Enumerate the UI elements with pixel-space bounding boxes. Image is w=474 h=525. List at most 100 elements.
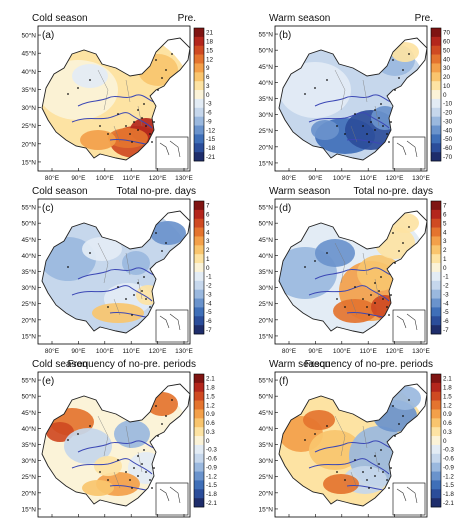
lat-tick-label: 55°N	[21, 204, 36, 212]
province-line	[362, 79, 368, 103]
station-dot	[89, 252, 91, 254]
contour-region	[80, 130, 116, 150]
station-dot	[362, 471, 364, 473]
colorbar-segment	[431, 134, 441, 144]
lat-tick-label: 50°N	[21, 220, 36, 228]
lon-tick-label: 90°E	[308, 174, 323, 182]
station-dot	[107, 306, 109, 308]
contour-region	[279, 62, 351, 118]
lat-tick-label: 45°N	[258, 63, 273, 71]
colorbar-segment	[194, 263, 204, 273]
country-border	[278, 37, 428, 161]
lat-tick-label: 50°N	[258, 47, 273, 55]
colorbar-segment	[431, 391, 441, 401]
colorbar-segment	[431, 201, 441, 211]
lat-tick-label: 15°N	[21, 505, 36, 513]
colorbar-tick-label: 1.5	[206, 393, 215, 400]
colorbar-tick-label: 1.5	[443, 393, 452, 400]
colorbar-segment	[194, 143, 204, 153]
inset-islands	[159, 140, 181, 158]
contour-region	[357, 255, 401, 291]
panel-variable-title: Pre.	[178, 13, 196, 24]
colorbar-segment	[194, 81, 204, 91]
station-dot	[149, 479, 151, 481]
station-dot	[131, 141, 133, 143]
lat-tick-label: 20°N	[21, 489, 36, 497]
station-dot	[390, 121, 392, 123]
river-line	[346, 312, 384, 318]
station-dot	[362, 298, 364, 300]
province-line	[113, 298, 121, 316]
colorbar-tick-label: 0.3	[443, 429, 452, 436]
province-line	[334, 415, 346, 457]
colorbar-segment	[194, 427, 204, 437]
colorbar-segment	[431, 382, 441, 393]
colorbar-tick-label: 0	[206, 92, 210, 99]
colorbar-tick-label: 1.8	[443, 385, 452, 392]
colorbar-segment	[194, 45, 204, 55]
contour-region	[72, 64, 108, 88]
lon-tick-label: 90°E	[71, 347, 86, 355]
station-dot	[368, 314, 370, 316]
contour-region	[42, 237, 96, 281]
panel-season-title: Warm season	[269, 13, 330, 24]
river-line	[109, 312, 147, 318]
contour-region	[64, 428, 112, 464]
lat-tick-label: 30°N	[21, 284, 36, 292]
station-dot	[141, 290, 143, 292]
map-panel-c: Cold season Total no-pre. days (c) 55°N 50°N…	[21, 186, 212, 355]
station-dot	[155, 405, 157, 407]
station-dot	[392, 405, 394, 407]
station-dot	[141, 117, 143, 119]
station-dot	[314, 87, 316, 89]
lat-tick-label: 20°N	[258, 489, 273, 497]
station-dot	[378, 463, 380, 465]
colorbar-tick-label: 0.9	[443, 411, 452, 418]
station-dot	[380, 103, 382, 105]
colorbar-segment	[431, 489, 441, 499]
contour-region	[315, 239, 355, 267]
colorbar-tick-label: -20	[443, 110, 453, 117]
colorbar-tick-label: 0	[443, 438, 447, 445]
colorbar-tick-label: 60	[443, 39, 451, 46]
colorbar-segment	[431, 90, 441, 100]
colorbar-segment	[194, 63, 204, 73]
lat-tick-label: 40°N	[21, 68, 36, 76]
colorbar-tick-label: -1.8	[206, 491, 217, 498]
colorbar-segment	[194, 218, 204, 228]
colorbar-segment	[194, 36, 204, 47]
colorbar-tick-label: 0.6	[443, 420, 452, 427]
colorbar-tick-label: 21	[206, 30, 214, 37]
lon-tick-label: 130°E	[412, 174, 430, 182]
colorbar-segment	[194, 391, 204, 401]
station-dot	[326, 252, 328, 254]
lon-tick-label: 120°E	[386, 174, 404, 182]
colorbar-segment	[431, 245, 441, 255]
lat-tick-label: 20°N	[21, 140, 36, 148]
colorbar-segment	[431, 471, 441, 481]
colorbar-segment	[431, 236, 441, 246]
panel-season-title: Cold season	[32, 359, 88, 370]
lat-tick-label: 20°N	[258, 143, 273, 151]
colorbar-tick-label: -7	[443, 327, 449, 334]
colorbar-tick-label: -1.8	[443, 491, 454, 498]
colorbar-segment	[194, 480, 204, 490]
province-line	[137, 278, 143, 300]
lat-tick-label: 45°N	[21, 50, 36, 58]
station-dot	[314, 433, 316, 435]
lat-tick-label: 35°N	[258, 95, 273, 103]
colorbar-segment	[431, 28, 441, 38]
colorbar-segment	[194, 453, 204, 463]
lat-tick-label: 15°N	[258, 505, 273, 513]
colorbar-tick-label: -7	[206, 327, 212, 334]
lat-tick-label: 25°N	[258, 473, 273, 481]
colorbar-tick-label: -0.9	[206, 464, 217, 471]
colorbar-tick-label: -3	[206, 291, 212, 298]
contour-region	[333, 299, 377, 323]
lon-tick-label: 110°E	[123, 347, 141, 355]
inset-box	[155, 309, 189, 343]
colorbar-segment	[431, 98, 441, 109]
station-dot	[125, 298, 127, 300]
colorbar-segment	[194, 28, 204, 38]
station-dot	[408, 399, 410, 401]
